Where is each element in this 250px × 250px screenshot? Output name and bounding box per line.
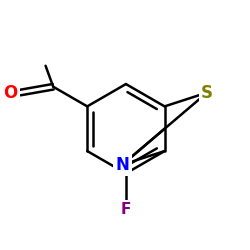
Text: F: F — [121, 202, 131, 217]
Text: O: O — [4, 84, 18, 102]
Text: S: S — [201, 84, 213, 102]
Text: N: N — [115, 156, 129, 174]
